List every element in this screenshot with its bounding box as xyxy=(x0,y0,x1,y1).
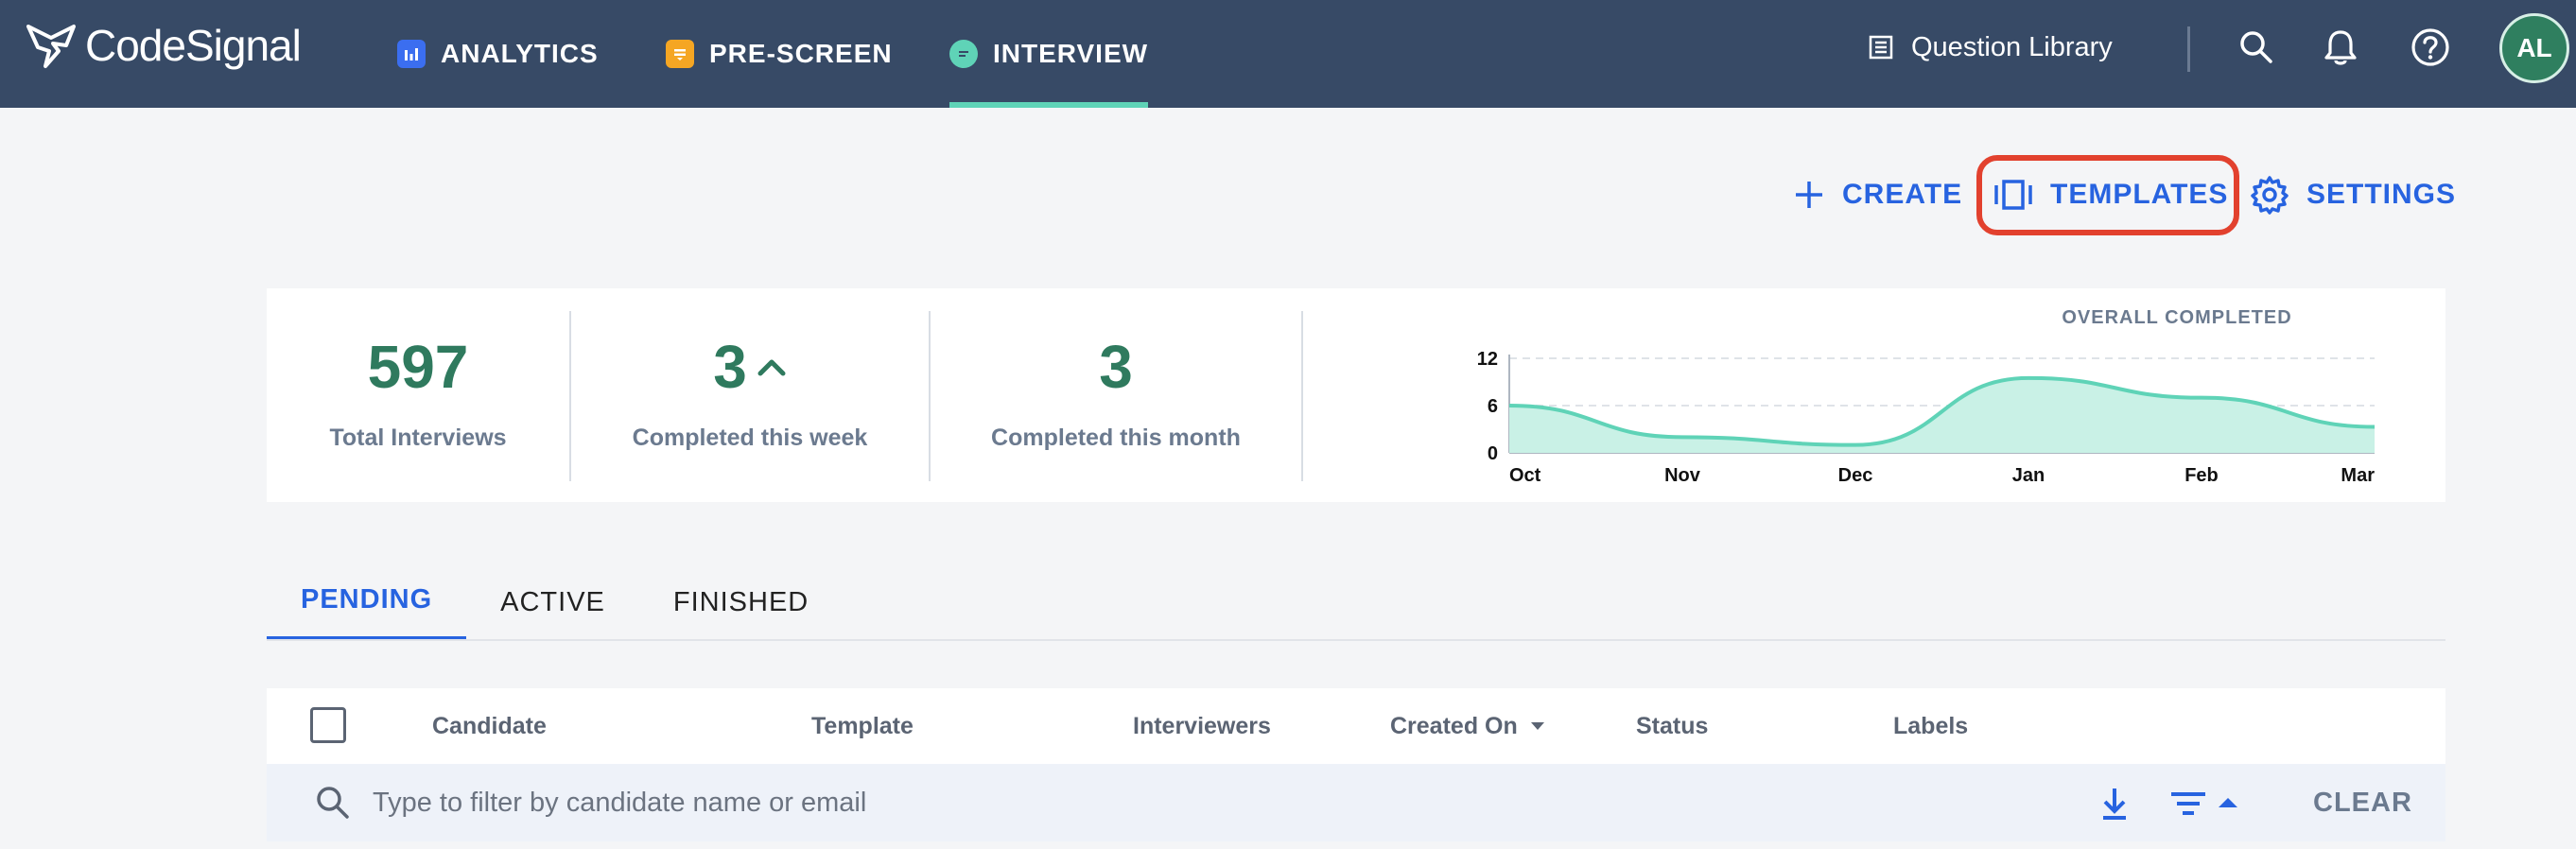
nav-analytics[interactable]: ANALYTICS xyxy=(397,0,599,108)
user-avatar[interactable]: AL xyxy=(2499,13,2569,83)
nav-divider xyxy=(2187,26,2190,72)
create-label: CREATE xyxy=(1842,179,1963,210)
area-fill xyxy=(1509,377,2375,453)
list-icon xyxy=(1869,35,1893,60)
templates-highlight-box xyxy=(1976,155,2239,235)
stat-value: 597 xyxy=(368,332,469,402)
tab-finished[interactable]: FINISHED xyxy=(672,586,809,617)
table-header: Candidate Template Interviewers Created … xyxy=(267,688,2445,764)
stat-value: 3 xyxy=(1099,332,1133,402)
stat-number: 597 xyxy=(367,333,469,401)
x-tick-label: Oct xyxy=(1509,465,1541,486)
column-label: Interviewers xyxy=(1133,712,1271,739)
search-icon[interactable] xyxy=(2232,23,2281,72)
column-status[interactable]: Status xyxy=(1636,688,1708,764)
column-created-on[interactable]: Created On xyxy=(1390,688,1546,764)
nav-pre-screen-label: PRE-SCREEN xyxy=(709,39,893,68)
y-tick-label: 6 xyxy=(1488,396,1498,417)
column-interviewers[interactable]: Interviewers xyxy=(1133,688,1271,764)
interview-icon xyxy=(949,40,978,68)
gear-icon xyxy=(2251,176,2289,215)
nav-pre-screen[interactable]: PRE-SCREEN xyxy=(666,0,893,108)
tabs-divider xyxy=(267,639,2445,641)
stats-card: 597 Total Interviews 3 Completed this we… xyxy=(267,288,2445,502)
stat-divider xyxy=(1301,311,1303,481)
column-label: Template xyxy=(811,712,914,739)
x-tick-label: Jan xyxy=(2012,465,2045,486)
codesignal-logo[interactable]: CodeSignal xyxy=(25,19,302,72)
nav-interview-label: INTERVIEW xyxy=(993,39,1149,68)
download-icon[interactable] xyxy=(2094,783,2135,824)
column-label: Candidate xyxy=(432,712,547,739)
candidate-filter-input[interactable] xyxy=(373,781,1980,824)
create-button[interactable]: CREATE xyxy=(1793,166,1962,223)
filter-icon[interactable] xyxy=(2167,783,2247,824)
series-line xyxy=(1508,375,2376,447)
nav-analytics-label: ANALYTICS xyxy=(441,39,599,68)
stat-total-interviews: 597 Total Interviews xyxy=(267,288,569,502)
stat-completed-week: 3 Completed this week xyxy=(571,288,929,502)
search-icon xyxy=(317,787,349,819)
column-label: Labels xyxy=(1893,712,1969,739)
brand-name: CodeSignal xyxy=(85,21,302,70)
select-all-checkbox[interactable] xyxy=(310,707,346,743)
x-tick-label: Feb xyxy=(2184,465,2219,486)
stat-divider xyxy=(569,311,571,481)
top-navigation-bar: CodeSignal ANALYTICS PRE-SCREEN INTERVIE… xyxy=(0,0,2576,108)
y-tick-label: 12 xyxy=(1477,349,1498,370)
column-candidate[interactable]: Candidate xyxy=(432,688,547,764)
column-label: Status xyxy=(1636,712,1709,739)
chevron-up-icon xyxy=(757,359,786,376)
settings-label: SETTINGS xyxy=(2306,179,2457,210)
plus-icon xyxy=(1796,182,1822,208)
stat-divider xyxy=(929,311,931,481)
question-library-label: Question Library xyxy=(1911,31,2113,62)
column-template[interactable]: Template xyxy=(811,688,914,764)
stat-number: 3 xyxy=(713,333,747,401)
overall-completed-chart: 0 6 12 Oct Nov Dec Jan Feb Mar xyxy=(1477,349,2376,486)
x-tick-label: Mar xyxy=(2341,465,2375,486)
stat-label: Completed this week xyxy=(632,424,868,451)
column-labels[interactable]: Labels xyxy=(1893,688,1968,764)
column-label: Created On xyxy=(1390,712,1518,739)
templates-icon xyxy=(1994,180,2032,210)
bell-icon[interactable] xyxy=(2316,23,2365,72)
pre-screen-icon xyxy=(666,40,694,68)
help-icon[interactable] xyxy=(2406,23,2455,72)
x-tick-label: Nov xyxy=(1664,465,1701,486)
nav-interview[interactable]: INTERVIEW xyxy=(949,0,1149,108)
stat-number: 3 xyxy=(1099,333,1133,401)
analytics-icon xyxy=(397,40,426,68)
stat-label: Total Interviews xyxy=(329,424,507,451)
interview-tabs: PENDING ACTIVE FINISHED xyxy=(267,563,843,641)
clear-filter-button[interactable]: CLEAR xyxy=(2313,787,2412,818)
codesignal-logo-icon xyxy=(26,25,76,68)
filter-bar: CLEAR xyxy=(267,764,2445,841)
tab-active[interactable]: ACTIVE xyxy=(500,586,605,617)
y-tick-label: 0 xyxy=(1488,443,1498,464)
templates-label: TEMPLATES xyxy=(2050,179,2229,210)
x-tick-label: Dec xyxy=(1838,465,1873,486)
sort-down-icon xyxy=(1530,722,1544,730)
stat-value: 3 xyxy=(713,332,787,402)
question-library-link[interactable]: Question Library xyxy=(1868,0,2113,95)
stat-label: Completed this month xyxy=(991,424,1241,451)
settings-button[interactable]: SETTINGS xyxy=(2250,166,2456,223)
tab-pending[interactable]: PENDING xyxy=(267,563,467,641)
stat-completed-month: 3 Completed this month xyxy=(931,288,1301,502)
templates-button[interactable]: TEMPLATES xyxy=(1993,166,2228,223)
chart-title: OVERALL COMPLETED xyxy=(2062,307,2292,328)
